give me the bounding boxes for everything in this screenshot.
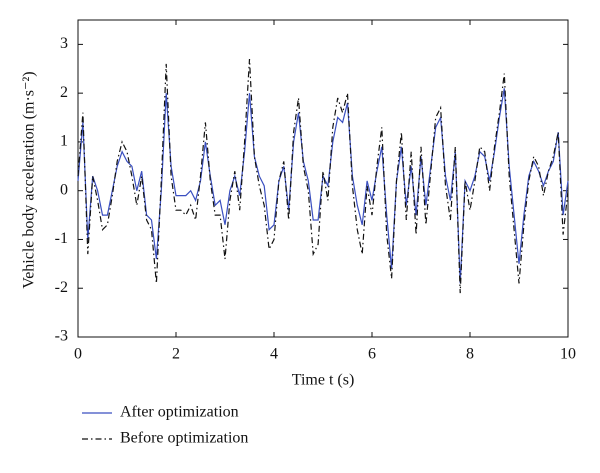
y-tick-label: 2: [60, 84, 68, 101]
legend-label: Before optimization: [120, 430, 248, 447]
y-tick-label: -1: [55, 230, 68, 247]
x-axis-label: Time t (s): [292, 372, 355, 389]
y-tick-label: -2: [55, 279, 68, 296]
y-tick-label: 0: [60, 181, 68, 198]
legend-label: After optimization: [120, 404, 239, 421]
x-tick-label: 10: [560, 346, 576, 363]
x-tick-label: 8: [466, 346, 474, 363]
series-line: [77, 58, 569, 294]
y-tick-label: -3: [55, 328, 68, 345]
x-tick-label: 6: [368, 346, 376, 363]
y-axis-label: Vehicle body acceleration (m·s⁻²): [21, 71, 38, 288]
y-tick-label: 1: [60, 133, 68, 150]
x-tick-label: 2: [172, 346, 180, 363]
y-tick-label: 3: [60, 35, 68, 52]
x-tick-label: 0: [74, 346, 82, 363]
x-tick-label: 4: [270, 346, 278, 363]
series-line: [77, 88, 569, 284]
